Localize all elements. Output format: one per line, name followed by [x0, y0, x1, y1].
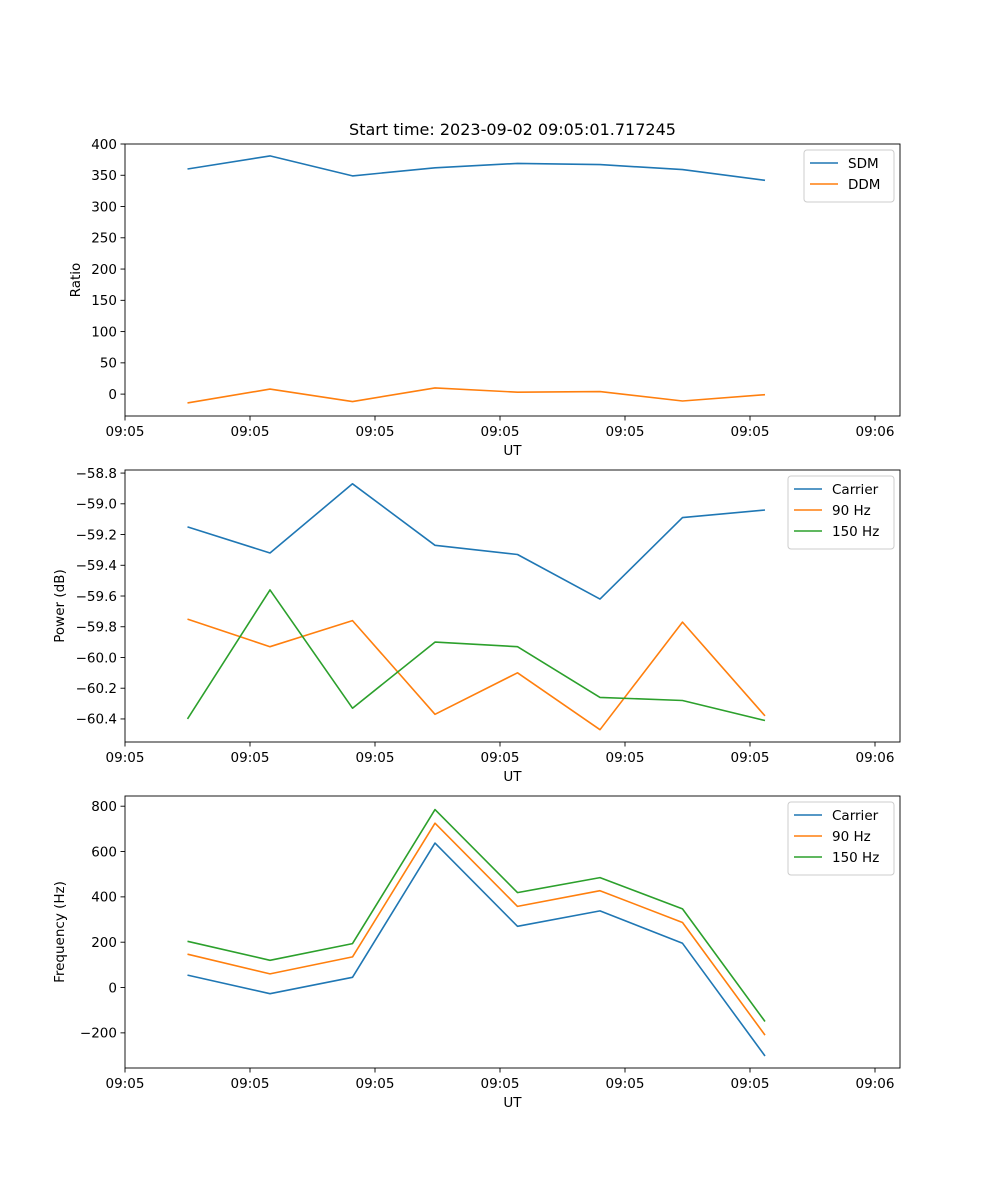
x-tick-label: 09:05 [231, 1076, 270, 1092]
x-tick-label: 09:05 [356, 750, 395, 766]
y-tick-label: 300 [91, 199, 117, 215]
series-line-90-hz [187, 822, 766, 1036]
series-line-carrier [187, 482, 766, 600]
x-tick-label: 09:05 [731, 424, 770, 440]
x-tick-label: 09:05 [606, 750, 645, 766]
x-tick-label: 09:05 [356, 424, 395, 440]
legend-label: 150 Hz [832, 850, 879, 866]
x-tick-label: 09:06 [856, 424, 895, 440]
x-axis-label: UT [503, 1095, 522, 1111]
legend-label: SDM [848, 156, 879, 172]
series-line-ddm [187, 387, 766, 404]
series-line-90-hz [187, 618, 766, 731]
x-axis-label: UT [503, 443, 522, 459]
y-tick-label: 600 [91, 844, 117, 860]
x-tick-label: 09:05 [731, 1076, 770, 1092]
y-tick-label: 400 [91, 890, 117, 906]
legend-label: DDM [848, 177, 880, 193]
y-axis-label: Frequency (Hz) [52, 881, 68, 983]
y-tick-label: −60.0 [76, 650, 117, 666]
y-tick-label: 0 [108, 980, 117, 996]
y-tick-label: −59.4 [76, 558, 117, 574]
y-tick-label: 200 [91, 935, 117, 951]
y-tick-label: −200 [80, 1026, 117, 1042]
x-tick-label: 09:05 [106, 424, 145, 440]
x-tick-label: 09:05 [106, 1076, 145, 1092]
y-tick-label: 800 [91, 799, 117, 815]
axes-frame [124, 143, 901, 417]
x-tick-label: 09:06 [856, 750, 895, 766]
y-tick-label: 400 [91, 137, 117, 153]
legend: SDM DDM [803, 149, 895, 203]
legend-label: 90 Hz [832, 829, 871, 845]
y-tick-label: −59.6 [76, 589, 117, 605]
y-tick-label: 100 [91, 324, 117, 340]
x-axis-label: UT [503, 769, 522, 785]
y-axis-label: Power (dB) [52, 569, 68, 642]
legend: Carrier 90 Hz 150 Hz [787, 475, 895, 550]
x-tick-label: 09:05 [481, 424, 520, 440]
x-tick-label: 09:05 [231, 750, 270, 766]
chart-panel-3: 09:05 09:05 09:05 09:05 09:05 09:05 09:06 −200 0… [52, 795, 901, 1111]
y-axis-label: Ratio [68, 263, 84, 298]
x-tick-label: 09:05 [356, 1076, 395, 1092]
x-tick-label: 09:05 [481, 750, 520, 766]
series-line-150-hz [186, 589, 766, 722]
legend-label: Carrier [832, 482, 879, 498]
y-tick-label: 0 [108, 387, 117, 403]
chart-panel-1: Start time: 2023-09-02 09:05:01.717245 09… [68, 120, 901, 459]
y-tick-label: 200 [91, 262, 117, 278]
x-tick-label: 09:05 [106, 750, 145, 766]
y-tick-label: −59.8 [76, 620, 117, 636]
x-tick-label: 09:05 [606, 1076, 645, 1092]
axes-frame [124, 795, 901, 1069]
x-tick-label: 09:05 [481, 1076, 520, 1092]
legend-label: 90 Hz [832, 503, 871, 519]
series-line-carrier [187, 842, 766, 1057]
y-tick-label: −59.0 [76, 497, 117, 513]
y-tick-label: 250 [91, 231, 117, 247]
chart-title: Start time: 2023-09-02 09:05:01.717245 [349, 120, 676, 139]
axes-frame [124, 469, 901, 743]
legend-label: Carrier [832, 808, 879, 824]
x-tick-label: 09:06 [856, 1076, 895, 1092]
y-tick-label: 350 [91, 168, 117, 184]
chart-panel-2: 09:05 09:05 09:05 09:05 09:05 09:05 09:06 −60.4… [52, 466, 901, 785]
y-tick-label: −60.4 [76, 712, 117, 728]
y-tick-label: −58.8 [76, 466, 117, 482]
legend: Carrier 90 Hz 150 Hz [787, 801, 895, 876]
x-tick-label: 09:05 [231, 424, 270, 440]
x-tick-label: 09:05 [606, 424, 645, 440]
y-tick-label: 50 [100, 356, 117, 372]
legend-label: 150 Hz [832, 524, 879, 540]
y-tick-label: 150 [91, 293, 117, 309]
x-tick-label: 09:05 [731, 750, 770, 766]
y-tick-label: −59.2 [76, 527, 117, 543]
series-line-sdm [187, 155, 766, 182]
series-line-150-hz [187, 808, 766, 1022]
y-tick-label: −60.2 [76, 681, 117, 697]
